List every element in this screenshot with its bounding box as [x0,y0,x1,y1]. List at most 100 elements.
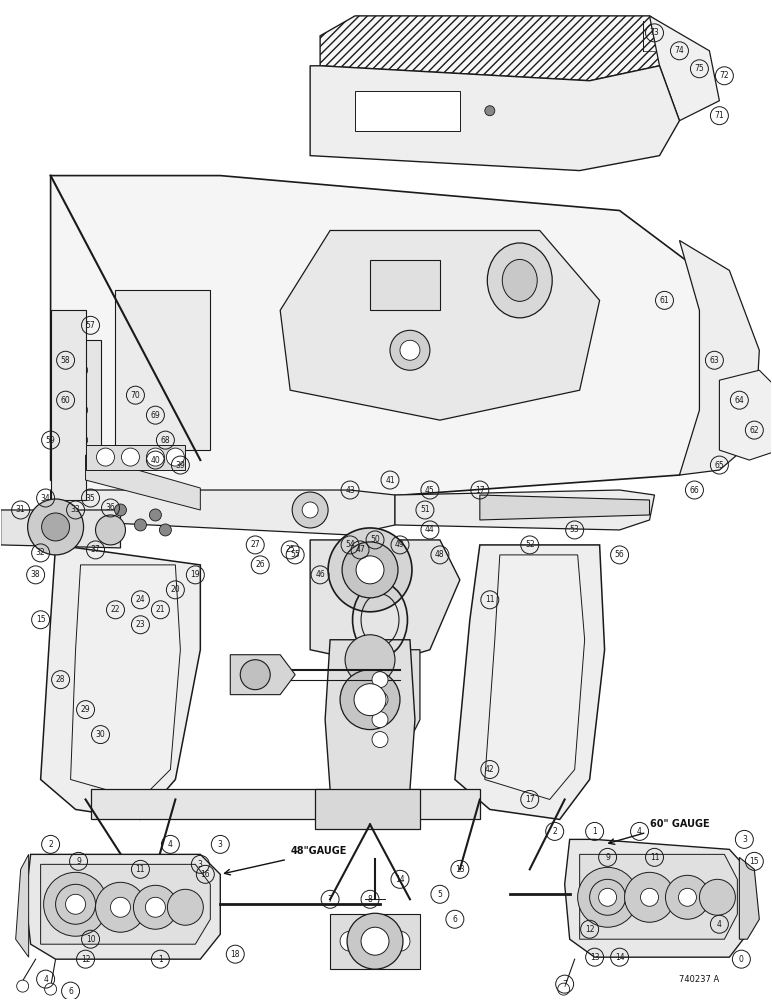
Polygon shape [90,789,480,819]
Circle shape [159,524,171,536]
Text: 57: 57 [86,321,96,330]
Text: 63: 63 [709,356,720,365]
Circle shape [134,519,147,531]
Text: 15: 15 [36,615,46,624]
Circle shape [292,492,328,528]
Text: 49: 49 [395,540,405,549]
Polygon shape [580,854,737,939]
Text: 2: 2 [48,840,53,849]
Text: 4: 4 [637,827,642,836]
Text: 12: 12 [81,955,90,964]
Text: 75: 75 [695,64,704,73]
Circle shape [345,635,395,685]
Text: 44: 44 [425,525,435,534]
Ellipse shape [503,259,537,301]
Circle shape [577,867,638,927]
Polygon shape [370,260,440,310]
Text: 5: 5 [438,890,442,899]
Text: 15: 15 [750,857,759,866]
Text: 48"GAUGE: 48"GAUGE [290,846,347,856]
Text: 73: 73 [650,28,659,37]
Polygon shape [41,545,201,819]
Text: 29: 29 [81,705,90,714]
Circle shape [557,983,570,995]
Text: 19: 19 [191,570,200,579]
Circle shape [66,894,86,914]
Circle shape [96,515,126,545]
Circle shape [240,660,270,690]
Circle shape [372,692,388,708]
Text: 74: 74 [675,46,684,55]
Text: 13: 13 [455,865,465,874]
Polygon shape [86,455,201,510]
Text: 50: 50 [370,535,380,544]
Circle shape [372,732,388,748]
Text: 65: 65 [715,461,724,470]
Text: 21: 21 [156,605,165,614]
Text: 3: 3 [218,840,223,849]
Text: 12: 12 [585,925,594,934]
Text: 36: 36 [106,503,115,512]
Circle shape [400,340,420,360]
Polygon shape [679,240,760,475]
Text: 13: 13 [590,953,599,962]
Polygon shape [60,340,100,460]
Text: 24: 24 [136,595,145,604]
Circle shape [485,106,495,116]
Text: 70: 70 [130,391,141,400]
Text: 14: 14 [615,953,625,962]
Text: 8: 8 [367,895,372,904]
Circle shape [150,509,161,521]
Polygon shape [395,490,655,530]
Text: 35: 35 [86,494,96,503]
Polygon shape [330,914,420,969]
Circle shape [598,888,617,906]
Circle shape [340,670,400,730]
Circle shape [45,983,56,995]
Ellipse shape [487,243,552,318]
Circle shape [73,433,87,447]
Circle shape [114,504,127,516]
Text: 32: 32 [36,548,46,557]
Circle shape [370,931,390,951]
Polygon shape [740,857,760,939]
Text: 11: 11 [485,595,495,604]
Circle shape [372,672,388,688]
Circle shape [167,448,185,466]
Text: 20: 20 [171,585,180,594]
Circle shape [56,884,96,924]
Circle shape [590,879,625,915]
Circle shape [42,513,69,541]
Circle shape [699,879,736,915]
Circle shape [17,980,29,992]
Text: 47: 47 [355,545,365,554]
Text: 6: 6 [68,987,73,996]
Circle shape [96,882,145,932]
Text: 7: 7 [562,980,567,989]
Circle shape [43,872,107,936]
Text: 0: 0 [739,955,743,964]
Text: 23: 23 [136,620,145,629]
Text: 18: 18 [231,950,240,959]
Text: 2: 2 [552,827,557,836]
Text: 42: 42 [485,765,495,774]
Circle shape [372,712,388,728]
Text: 27: 27 [250,540,260,549]
Circle shape [73,363,87,377]
Text: 9: 9 [76,857,81,866]
Text: 56: 56 [615,550,625,559]
Circle shape [28,499,83,555]
Text: 14: 14 [395,875,405,884]
Polygon shape [230,655,295,695]
Polygon shape [41,864,210,944]
Polygon shape [649,16,720,121]
Polygon shape [51,310,86,500]
Polygon shape [485,555,584,799]
Polygon shape [116,290,210,450]
Text: 45: 45 [425,486,435,495]
Text: 25: 25 [286,545,295,554]
Text: 1: 1 [592,827,597,836]
Polygon shape [310,540,460,665]
Polygon shape [355,91,460,131]
Polygon shape [455,545,604,819]
